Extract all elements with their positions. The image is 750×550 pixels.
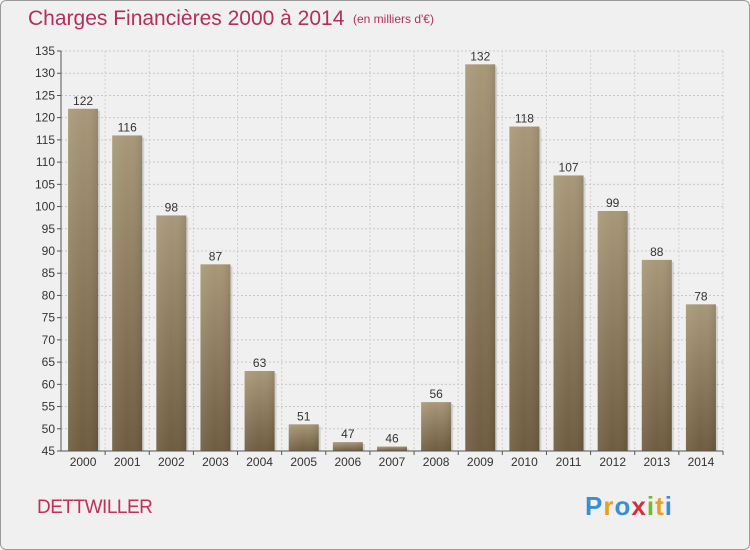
bar-sheen bbox=[112, 135, 143, 451]
x-tick-label: 2005 bbox=[290, 455, 317, 469]
y-tick-label: 115 bbox=[36, 133, 55, 147]
y-tick-label: 80 bbox=[42, 288, 56, 302]
logo-letter: r bbox=[603, 491, 615, 521]
bar-sheen bbox=[288, 424, 319, 451]
data-label: 118 bbox=[515, 112, 534, 126]
bar-sheen bbox=[377, 446, 407, 451]
x-tick-label: 2006 bbox=[335, 455, 362, 469]
y-tick-label: 120 bbox=[35, 111, 55, 125]
y-tick-label: 65 bbox=[42, 355, 56, 369]
data-label: 116 bbox=[118, 120, 137, 134]
x-tick-label: 2009 bbox=[467, 455, 494, 469]
proxiti-logo: Proxiti bbox=[585, 491, 673, 522]
logo-letter: i bbox=[646, 491, 656, 521]
y-tick-label: 85 bbox=[42, 266, 56, 280]
bars bbox=[68, 64, 718, 452]
y-tick-label: 50 bbox=[42, 422, 56, 436]
x-tick-label: 2000 bbox=[70, 455, 97, 469]
y-tick-label: 100 bbox=[35, 200, 55, 214]
chart-subtitle: (en milliers d'€) bbox=[353, 12, 434, 26]
x-tick-label: 2013 bbox=[643, 455, 670, 469]
y-tick-label: 110 bbox=[36, 155, 55, 169]
data-label: 99 bbox=[606, 196, 620, 210]
logo-letter: o bbox=[614, 491, 632, 521]
data-label: 78 bbox=[694, 289, 708, 303]
data-label: 47 bbox=[341, 427, 355, 441]
y-tick-label: 70 bbox=[42, 333, 56, 347]
bar-sheen bbox=[156, 215, 187, 451]
y-tick-label: 75 bbox=[42, 311, 56, 325]
x-tick-label: 2014 bbox=[688, 455, 715, 469]
bar-sheen bbox=[509, 126, 540, 452]
y-tick-label: 130 bbox=[35, 66, 55, 80]
data-label: 122 bbox=[73, 94, 93, 108]
data-label: 98 bbox=[165, 200, 179, 214]
bar-sheen bbox=[597, 211, 628, 451]
data-label: 63 bbox=[253, 356, 267, 370]
y-tick-label: 60 bbox=[42, 377, 56, 391]
bar-sheen bbox=[200, 264, 231, 451]
data-label: 88 bbox=[650, 245, 664, 259]
bar-sheen bbox=[68, 108, 99, 452]
bar-sheen bbox=[244, 371, 275, 451]
y-tick-label: 55 bbox=[42, 400, 56, 414]
labels: 45 50 55 60 65 70 75 80 85 90 95 100 105 110 115 120 125… bbox=[35, 44, 715, 469]
data-label: 132 bbox=[470, 49, 490, 63]
data-label: 51 bbox=[297, 409, 311, 423]
y-tick-label: 105 bbox=[35, 177, 55, 191]
x-tick-label: 2008 bbox=[423, 455, 450, 469]
x-tick-label: 2003 bbox=[202, 455, 229, 469]
commune-name: DETTWILLER bbox=[37, 497, 153, 518]
logo-letter: i bbox=[664, 491, 673, 521]
y-tick-label: 135 bbox=[35, 44, 55, 58]
bar-sheen bbox=[332, 442, 363, 451]
x-tick-label: 2004 bbox=[246, 455, 273, 469]
x-tick-label: 2010 bbox=[511, 455, 538, 469]
bar-sheen bbox=[685, 304, 716, 451]
x-tick-label: 2011 bbox=[556, 455, 582, 469]
y-tick-label: 90 bbox=[42, 244, 56, 258]
bar-sheen bbox=[641, 259, 672, 451]
data-label: 46 bbox=[385, 432, 399, 446]
axes bbox=[57, 50, 724, 455]
data-label: 56 bbox=[429, 387, 443, 401]
logo-letter: P bbox=[585, 491, 604, 521]
y-tick-label: 45 bbox=[42, 444, 56, 458]
logo-letter: t bbox=[655, 491, 665, 521]
y-tick-label: 95 bbox=[42, 222, 56, 236]
bar-sheen bbox=[465, 64, 496, 452]
x-tick-label: 2001 bbox=[114, 455, 141, 469]
chart-title: Charges Financières 2000 à 2014 bbox=[28, 7, 345, 30]
data-label: 107 bbox=[559, 160, 579, 174]
x-tick-label: 2002 bbox=[158, 455, 185, 469]
bar-sheen bbox=[421, 402, 452, 451]
logo-letter: x bbox=[631, 491, 647, 521]
data-label: 87 bbox=[209, 249, 223, 263]
x-tick-label: 2007 bbox=[379, 455, 406, 469]
y-tick-label: 125 bbox=[35, 88, 55, 102]
x-tick-label: 2012 bbox=[599, 455, 626, 469]
bar-sheen bbox=[553, 175, 584, 451]
